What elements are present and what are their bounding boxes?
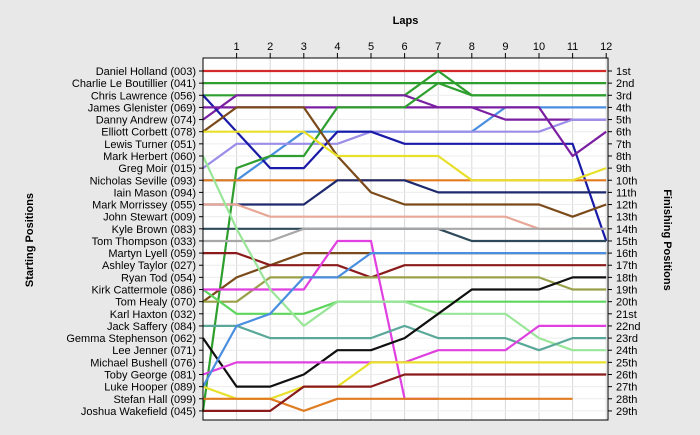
series-line (203, 239, 439, 400)
starting-position-label: Daniel Holland (003) (96, 66, 196, 78)
finishing-position-label: 17th (616, 260, 637, 272)
x-tick-label: 10 (533, 41, 545, 53)
plot-area (203, 58, 608, 420)
series-line (203, 130, 607, 182)
finishing-position-label: 13th (616, 212, 637, 224)
finishing-position-label: 26th (616, 370, 637, 382)
finishing-position-label: 19th (616, 285, 637, 297)
x-tick-label: 4 (334, 41, 340, 53)
starting-position-label: Elliott Corbett (078) (101, 127, 196, 139)
x-axis-title: Laps (393, 15, 419, 27)
finishing-position-label: 27th (616, 382, 637, 394)
starting-position-label: Charlie Le Boutillier (041) (72, 78, 196, 90)
starting-position-label: Martyn Lyell (059) (108, 248, 196, 260)
finishing-position-label: 1st (616, 66, 631, 78)
series-line (203, 179, 607, 206)
x-tick-label: 7 (435, 41, 441, 53)
finishing-position-label: 4th (616, 102, 631, 114)
finishing-position-label: 18th (616, 272, 637, 284)
finishing-position-label: 15th (616, 236, 637, 248)
series-line (202, 94, 608, 242)
finishing-position-label: 28th (616, 394, 637, 406)
finishing-position-labels: 1st2nd3rd4th5th6th7th8th9th10th11th12th1… (608, 66, 640, 418)
starting-position-label: Kyle Brown (083) (112, 224, 196, 236)
right-axis-title: Finishing Positions (661, 189, 673, 290)
finishing-position-label: 6th (616, 127, 631, 139)
x-tick-label: 9 (502, 41, 508, 53)
finishing-position-label: 24th (616, 345, 637, 357)
starting-position-label: Toby George (081) (104, 370, 196, 382)
x-tick-label: 8 (469, 41, 475, 53)
starting-position-label: Gemma Stephenson (062) (66, 333, 196, 345)
x-tick-label: 3 (301, 41, 307, 53)
finishing-position-label: 12th (616, 200, 637, 212)
x-tick-label: 11 (567, 41, 578, 53)
starting-position-label: James Glenister (069) (88, 102, 196, 114)
finishing-position-label: 16th (616, 248, 637, 260)
series-line (202, 252, 607, 388)
starting-position-label: Joshua Wakefield (045) (81, 406, 196, 418)
series-line (202, 94, 607, 121)
finishing-position-label: 25th (616, 357, 637, 369)
finishing-position-label: 22nd (616, 321, 640, 333)
finishing-position-label: 7th (616, 139, 631, 151)
starting-position-label: Mark Herbert (060) (103, 151, 196, 163)
series-line (202, 276, 607, 388)
starting-position-label: Jack Saffery (084) (107, 321, 196, 333)
starting-position-label: Ashley Taylor (027) (102, 260, 196, 272)
series-line (203, 276, 607, 303)
series-line (202, 118, 607, 169)
x-tick-label: 5 (368, 41, 374, 53)
series-lines (201, 69, 608, 412)
finishing-position-label: 29th (616, 406, 637, 418)
series-line (202, 106, 607, 218)
finishing-position-label: 11th (616, 187, 637, 199)
left-axis-title: Starting Positions (24, 193, 36, 287)
starting-position-label: Mark Morrissey (055) (92, 200, 196, 212)
finishing-position-label: 2nd (616, 78, 634, 90)
x-tick-label: 6 (402, 41, 408, 53)
finishing-position-label: 5th (616, 115, 631, 127)
series-line (203, 397, 573, 412)
x-tick-label: 12 (600, 41, 612, 53)
starting-position-label: Iain Mason (094) (113, 187, 196, 199)
series-line (203, 227, 607, 243)
series-line (203, 373, 607, 412)
finishing-position-label: 20th (616, 297, 637, 309)
starting-position-label: Danny Andrew (074) (96, 115, 196, 127)
finishing-position-label: 21st (616, 309, 637, 321)
starting-position-labels: Daniel Holland (003)Charlie Le Boutillie… (66, 66, 203, 418)
starting-position-label: John Stewart (009) (103, 212, 196, 224)
finishing-position-label: 14th (616, 224, 637, 236)
starting-position-label: Stefan Hall (099) (113, 394, 196, 406)
series-line (201, 81, 607, 412)
x-tick-label: 2 (267, 41, 273, 53)
starting-position-label: Ryan Tod (054) (121, 272, 196, 284)
x-axis-ticks: 1 2 3 4 5 6 7 8 9 10 11 12 (234, 41, 612, 58)
series-line (203, 324, 607, 352)
starting-position-label: Michael Bushell (076) (90, 357, 196, 369)
starting-position-label: Chris Lawrence (056) (91, 90, 196, 102)
finishing-position-label: 23rd (616, 333, 638, 345)
starting-position-label: Greg Moir (015) (118, 163, 196, 175)
starting-position-label: Nicholas Seville (093) (90, 175, 196, 187)
starting-position-label: Tom Healy (070) (115, 297, 196, 309)
x-tick-label: 1 (234, 41, 240, 53)
starting-position-label: Kirk Cattermole (086) (91, 285, 196, 297)
starting-position-label: Tom Thompson (033) (92, 236, 196, 248)
starting-position-label: Lee Jenner (071) (112, 345, 196, 357)
starting-position-label: Luke Hooper (089) (104, 382, 196, 394)
finishing-position-label: 3rd (616, 90, 632, 102)
finishing-position-label: 9th (616, 163, 631, 175)
finishing-position-label: 10th (616, 175, 637, 187)
finishing-position-label: 8th (616, 151, 631, 163)
starting-position-label: Karl Haxton (032) (110, 309, 196, 321)
plot-border (202, 57, 609, 421)
series-line (202, 155, 607, 352)
series-line (203, 252, 607, 279)
starting-position-label: Lewis Turner (051) (104, 139, 196, 151)
